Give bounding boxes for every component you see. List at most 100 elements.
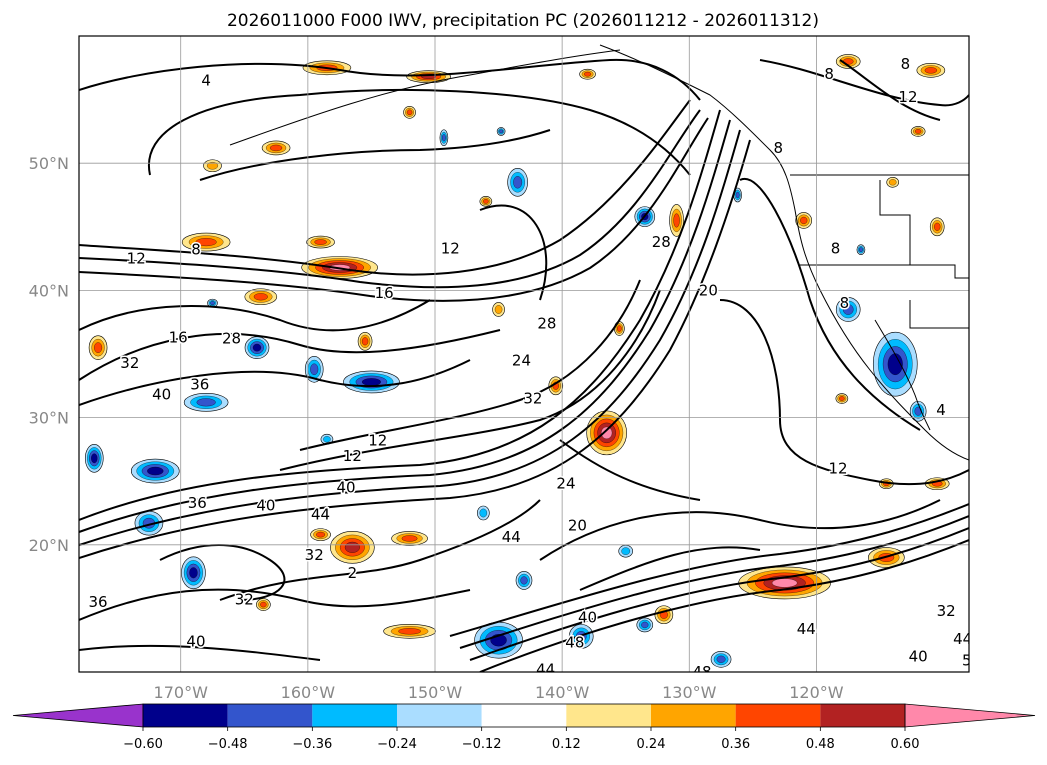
longitude-tick-labels: 170°W 160°W 150°W 140°W 130°W 120°W	[154, 683, 844, 702]
lon-tick-label: 140°W	[535, 683, 590, 702]
colorbar-tick-label: −0.24	[377, 737, 417, 752]
contour-label: 32	[305, 546, 324, 564]
precip-anomaly-blob	[978, 396, 986, 406]
precip-anomaly-blob	[601, 426, 613, 440]
lon-tick-label: 120°W	[789, 683, 844, 702]
colorbar-tick-label: −0.60	[123, 737, 163, 752]
contour-label: 32	[523, 390, 542, 408]
precip-anomaly-blob	[398, 628, 421, 635]
precip-anomaly-blob	[483, 199, 489, 204]
colorbar-tick-label: 0.60	[891, 737, 920, 752]
precip-anomaly-blob	[406, 109, 413, 116]
contour-label: 8	[840, 294, 850, 312]
dry-anomaly-blob	[513, 176, 523, 189]
iwv-contour	[299, 279, 641, 451]
colorbar-frame	[142, 703, 906, 728]
precip-anomaly-blob	[195, 238, 217, 247]
dry-anomaly-blob	[859, 247, 863, 252]
map-frame	[78, 35, 970, 673]
precip-anomaly-blob	[980, 399, 983, 403]
precip-anomaly-blob	[924, 67, 938, 74]
dry-anomaly-blob	[520, 576, 528, 585]
colorbar-tick-label: 0.48	[806, 737, 835, 752]
precip-anomaly-blob	[269, 144, 283, 152]
precip-anomaly-blob	[494, 305, 503, 314]
precip-anomaly-blob	[583, 71, 592, 77]
precip-anomaly-blob	[771, 578, 798, 588]
iwv-contour	[579, 546, 761, 591]
colorbar-tick-label: −0.36	[292, 737, 332, 752]
contour-label: 48	[692, 663, 711, 681]
iwv-contour	[79, 119, 731, 533]
iwv-contour	[199, 129, 551, 181]
iwv-contour	[739, 177, 921, 431]
contour-label: 16	[375, 284, 394, 302]
precip-anomaly-blob	[617, 325, 622, 332]
coastlines	[229, 44, 969, 461]
border	[800, 264, 969, 279]
iwv-contour	[479, 204, 548, 301]
contour-label: 44	[536, 660, 555, 678]
dry-anomaly-blob	[310, 363, 319, 375]
colorbar-segment	[312, 704, 397, 727]
contour-label: 40	[256, 496, 275, 514]
lat-tick-label: 50°N	[29, 154, 69, 173]
contour-label: 4	[201, 72, 211, 90]
precip-anomaly-blob	[673, 213, 680, 228]
dry-anomaly-blob	[323, 436, 331, 443]
colorbar-segment	[820, 704, 905, 727]
dry-anomaly-blob	[842, 304, 854, 315]
iwv-contour	[79, 117, 709, 302]
coastline-alaska	[229, 49, 621, 146]
border	[909, 300, 969, 329]
iwv-contour	[79, 644, 321, 661]
dry-anomaly-blob	[252, 343, 262, 352]
dry-anomaly-blob	[147, 466, 164, 476]
contour-label: 24	[512, 351, 531, 369]
contour-label: 16	[169, 328, 188, 346]
lon-tick-label: 170°W	[154, 683, 209, 702]
contour-label: 36	[188, 494, 207, 512]
contour-label: 32	[235, 590, 254, 608]
lon-tick-label: 130°W	[662, 683, 717, 702]
contour-label: 36	[89, 593, 108, 611]
contour-label: 40	[336, 479, 355, 497]
iwv-contour	[79, 99, 691, 276]
dry-anomaly-blob	[641, 621, 649, 629]
dry-anomaly-blob	[442, 134, 446, 142]
contour-label: 28	[222, 330, 241, 348]
iwv-contour	[79, 299, 431, 332]
colorbar-segment	[651, 704, 736, 727]
iwv-contour	[79, 139, 751, 559]
iwv-contour	[839, 59, 941, 121]
contour-label: 44	[797, 620, 816, 638]
colorbar-tick-label: −0.48	[208, 737, 248, 752]
contour-label: 20	[568, 517, 587, 535]
lon-tick-label: 160°W	[281, 683, 336, 702]
iwv-contour	[79, 359, 471, 406]
contour-label: 8	[901, 55, 911, 73]
dry-anomaly-blob	[499, 129, 503, 134]
precip-anomaly-blob	[934, 222, 941, 231]
colorbar-segment	[481, 704, 567, 727]
contour-label: 36	[190, 376, 209, 394]
latitude-tick-labels: 20°N 30°N 40°N 50°N	[29, 154, 69, 555]
map-background	[79, 36, 969, 672]
contour-label: 24	[556, 475, 575, 493]
iwv-contour	[159, 544, 286, 601]
contour-label: 8	[831, 239, 841, 257]
contour-label: 20	[699, 281, 718, 299]
dry-anomaly-blob	[210, 301, 215, 305]
colorbar-extend-high	[904, 703, 1036, 728]
dry-anomaly-blob	[196, 398, 216, 407]
iwv-contour	[79, 129, 741, 546]
lat-tick-label: 20°N	[29, 536, 69, 555]
dry-anomaly-blob	[189, 567, 198, 579]
iwv-contour	[449, 503, 969, 637]
contour-label: 12	[127, 250, 146, 268]
lat-tick-label: 30°N	[29, 409, 69, 428]
contour-label: 12	[828, 459, 847, 477]
